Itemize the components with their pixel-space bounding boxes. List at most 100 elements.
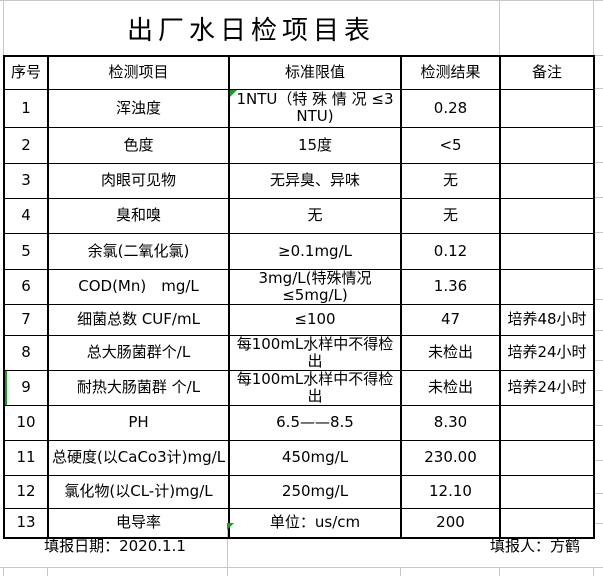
cell-item[interactable]: 细菌总数 CUF/mL bbox=[47, 303, 230, 336]
reporter-cell[interactable]: 填报人：方鹤 bbox=[227, 523, 593, 567]
cell-item[interactable]: 氯化物(以CL-计)mg/L bbox=[47, 474, 230, 509]
cell-note[interactable] bbox=[499, 507, 595, 539]
col-header-no[interactable]: 序号 bbox=[3, 55, 49, 90]
col-header-note[interactable]: 备注 bbox=[499, 55, 595, 90]
table-row: 3 肉眼可见物 无异臭、异味 无 bbox=[3, 162, 595, 199]
cell-no[interactable]: 11 bbox=[3, 439, 49, 476]
cell-item[interactable]: 耐热大肠菌群 个/L bbox=[47, 369, 230, 406]
cell-result[interactable]: 0.28 bbox=[400, 88, 501, 128]
cell-limit-text: 1NTU（特 殊 情 况 ≤3NTU) bbox=[236, 90, 394, 125]
cell-no[interactable]: 12 bbox=[3, 474, 49, 509]
cell-item[interactable]: 臭和嗅 bbox=[47, 197, 230, 234]
cell-result[interactable]: 无 bbox=[400, 162, 501, 199]
gridline bbox=[593, 268, 603, 269]
cell-note[interactable] bbox=[499, 162, 595, 199]
gridline bbox=[593, 330, 603, 331]
gridline bbox=[593, 232, 603, 233]
gridline bbox=[593, 1, 594, 55]
cell-limit[interactable]: 每100mL水样中不得检出 bbox=[228, 334, 402, 371]
cell-note[interactable] bbox=[499, 268, 595, 305]
page-title: 出厂水日检项目表 bbox=[126, 15, 375, 46]
gridline bbox=[227, 567, 228, 576]
cell-no[interactable]: 8 bbox=[3, 334, 49, 371]
cell-note[interactable] bbox=[499, 439, 595, 476]
cell-result[interactable]: 1.36 bbox=[400, 268, 501, 305]
gridline bbox=[593, 55, 603, 56]
cell-item[interactable]: 余氯(二氧化氯) bbox=[47, 232, 230, 270]
sheet-title-cell[interactable]: 出厂水日检项目表 bbox=[3, 1, 499, 55]
table-row: 6 COD(Mn) mg/L 3mg/L(特殊情况≤5mg/L) 1.36 bbox=[3, 268, 595, 305]
cell-item[interactable]: 色度 bbox=[47, 126, 230, 164]
cell-limit[interactable]: 1NTU（特 殊 情 况 ≤3NTU) bbox=[228, 88, 402, 128]
cell-no[interactable]: 3 bbox=[3, 162, 49, 199]
cell-result[interactable]: 47 bbox=[400, 303, 501, 336]
cell-item[interactable]: 肉眼可见物 bbox=[47, 162, 230, 199]
cell-note[interactable] bbox=[499, 232, 595, 270]
gridline bbox=[593, 126, 603, 127]
cell-item[interactable]: COD(Mn) mg/L bbox=[47, 268, 230, 305]
cell-no[interactable]: 13 bbox=[3, 507, 49, 539]
cell-result[interactable]: 8.30 bbox=[400, 404, 501, 441]
cell-note[interactable] bbox=[499, 88, 595, 128]
cell-no[interactable]: 4 bbox=[3, 197, 49, 234]
cell-note[interactable]: 培养24小时 bbox=[499, 334, 595, 371]
col-header-result[interactable]: 检测结果 bbox=[400, 55, 501, 90]
cell-item[interactable]: 电导率 bbox=[47, 507, 230, 539]
gridline bbox=[0, 0, 603, 1]
gridline bbox=[47, 567, 48, 576]
cell-note[interactable] bbox=[499, 474, 595, 509]
table-row: 12 氯化物(以CL-计)mg/L 250mg/L 12.10 bbox=[3, 474, 595, 509]
cell-no[interactable]: 2 bbox=[3, 126, 49, 164]
cell-result[interactable]: 无 bbox=[400, 197, 501, 234]
cell-limit[interactable]: 每100mL水样中不得检出 bbox=[228, 369, 402, 406]
report-date-cell[interactable]: 填报日期：2020.1.1 bbox=[3, 523, 227, 567]
gridline bbox=[400, 567, 401, 576]
cell-result[interactable]: 12.10 bbox=[400, 474, 501, 509]
cell-limit[interactable]: 3mg/L(特殊情况≤5mg/L) bbox=[228, 268, 402, 305]
cell-limit[interactable]: 6.5——8.5 bbox=[228, 404, 402, 441]
cell-note[interactable] bbox=[499, 197, 595, 234]
cell-no[interactable]: 9 bbox=[3, 369, 49, 406]
error-marker-icon bbox=[227, 523, 234, 530]
cell-no[interactable]: 10 bbox=[3, 404, 49, 441]
cell-result[interactable]: 230.00 bbox=[400, 439, 501, 476]
gridline bbox=[593, 162, 603, 163]
cell-note[interactable]: 培养24小时 bbox=[499, 369, 595, 406]
cell-item[interactable]: 总硬度(以CaCo3计)mg/L bbox=[47, 439, 230, 476]
cell-limit[interactable]: 单位：us/cm bbox=[228, 507, 402, 539]
cell-result[interactable]: 未检出 bbox=[400, 369, 501, 406]
cell-no[interactable]: 5 bbox=[3, 232, 49, 270]
gridline bbox=[593, 360, 603, 361]
table-row: 4 臭和嗅 无 无 bbox=[3, 197, 595, 234]
cell-no[interactable]: 1 bbox=[3, 88, 49, 128]
cell-limit[interactable]: 15度 bbox=[228, 126, 402, 164]
cell-item[interactable]: PH bbox=[47, 404, 230, 441]
col-header-item[interactable]: 检测项目 bbox=[47, 55, 230, 90]
table-row: 11 总硬度(以CaCo3计)mg/L 450mg/L 230.00 bbox=[3, 439, 595, 476]
col-header-limit[interactable]: 标准限值 bbox=[228, 55, 402, 90]
cell-limit[interactable]: 450mg/L bbox=[228, 439, 402, 476]
cell-no[interactable]: 7 bbox=[3, 303, 49, 336]
cell-note[interactable] bbox=[499, 404, 595, 441]
cell-item[interactable]: 浑浊度 bbox=[47, 88, 230, 128]
cell-limit[interactable]: ≤100 bbox=[228, 303, 402, 336]
gridline bbox=[0, 567, 603, 568]
cell-result[interactable]: 200 bbox=[400, 507, 501, 539]
cell-limit[interactable]: ≥0.1mg/L bbox=[228, 232, 402, 270]
cell-limit[interactable]: 无异臭、异味 bbox=[228, 162, 402, 199]
gridline bbox=[499, 567, 500, 576]
cell-note[interactable]: 培养48小时 bbox=[499, 303, 595, 336]
cell-result[interactable]: <5 bbox=[400, 126, 501, 164]
cell-result[interactable]: 0.12 bbox=[400, 232, 501, 270]
gridline bbox=[593, 197, 603, 198]
table-row: 8 总大肠菌群个/L 每100mL水样中不得检出 未检出 培养24小时 bbox=[3, 334, 595, 371]
report-date-text: 填报日期：2020.1.1 bbox=[44, 536, 186, 555]
cell-item[interactable]: 总大肠菌群个/L bbox=[47, 334, 230, 371]
cell-limit[interactable]: 无 bbox=[228, 197, 402, 234]
gridline bbox=[593, 460, 603, 461]
gridline bbox=[593, 523, 603, 524]
cell-limit[interactable]: 250mg/L bbox=[228, 474, 402, 509]
cell-note[interactable] bbox=[499, 126, 595, 164]
cell-no[interactable]: 6 bbox=[3, 268, 49, 305]
cell-result[interactable]: 未检出 bbox=[400, 334, 501, 371]
